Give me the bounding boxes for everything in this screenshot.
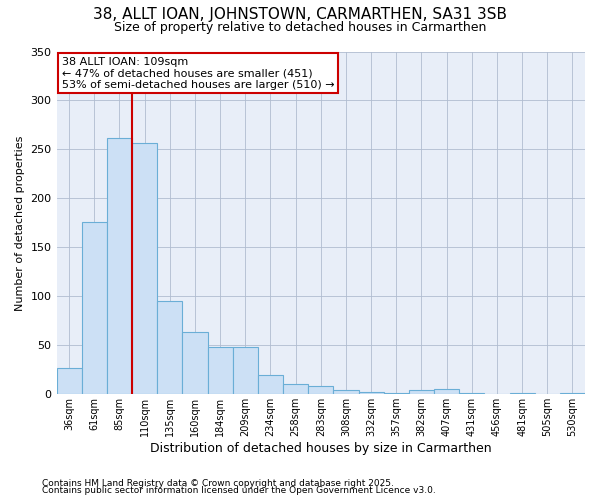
X-axis label: Distribution of detached houses by size in Carmarthen: Distribution of detached houses by size … xyxy=(150,442,491,455)
Text: Contains HM Land Registry data © Crown copyright and database right 2025.: Contains HM Land Registry data © Crown c… xyxy=(42,478,394,488)
Bar xyxy=(182,332,208,394)
Bar xyxy=(409,390,434,394)
Bar xyxy=(56,368,82,394)
Bar xyxy=(157,301,182,394)
Bar xyxy=(132,142,157,394)
Bar xyxy=(359,392,383,394)
Bar xyxy=(283,384,308,394)
Bar xyxy=(82,222,107,394)
Text: 38, ALLT IOAN, JOHNSTOWN, CARMARTHEN, SA31 3SB: 38, ALLT IOAN, JOHNSTOWN, CARMARTHEN, SA… xyxy=(93,8,507,22)
Bar xyxy=(308,386,334,394)
Text: Contains public sector information licensed under the Open Government Licence v3: Contains public sector information licen… xyxy=(42,486,436,495)
Y-axis label: Number of detached properties: Number of detached properties xyxy=(15,135,25,310)
Bar xyxy=(208,348,233,395)
Bar xyxy=(107,138,132,394)
Bar xyxy=(434,390,459,394)
Bar xyxy=(258,374,283,394)
Bar xyxy=(233,348,258,395)
Bar xyxy=(334,390,359,394)
Text: Size of property relative to detached houses in Carmarthen: Size of property relative to detached ho… xyxy=(114,22,486,35)
Text: 38 ALLT IOAN: 109sqm
← 47% of detached houses are smaller (451)
53% of semi-deta: 38 ALLT IOAN: 109sqm ← 47% of detached h… xyxy=(62,56,334,90)
